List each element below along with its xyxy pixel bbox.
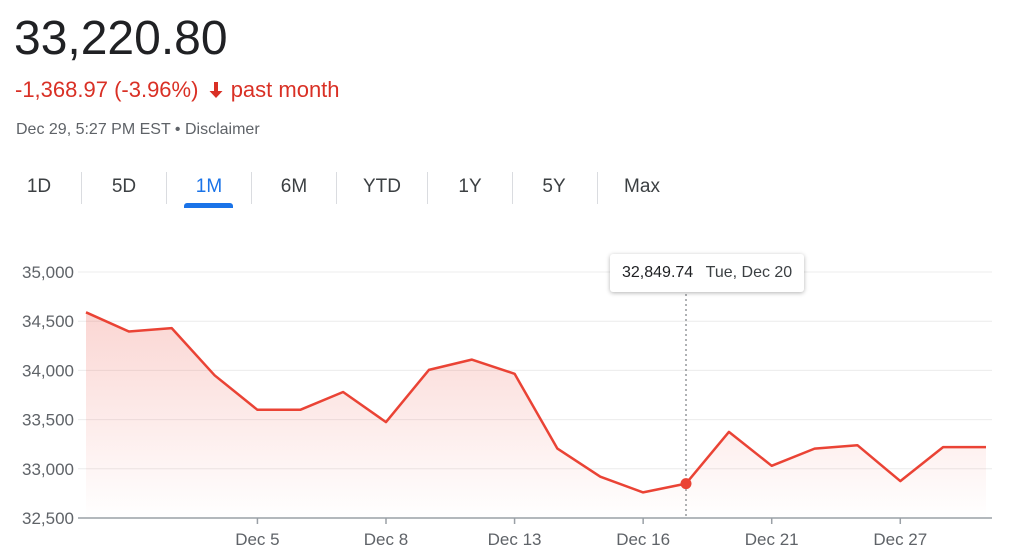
data-point: [898, 479, 902, 483]
tab-ytd[interactable]: YTD: [363, 176, 401, 197]
price-chart[interactable]: 35,000 34,500 34,000 33,500 33,000 32,500 Dec …: [0, 230, 1027, 558]
data-point: [727, 430, 731, 434]
arrow-down-icon: [209, 78, 223, 98]
tab-1m[interactable]: 1M: [195, 176, 223, 197]
tooltip-value: 32,849.74: [622, 264, 694, 281]
tooltip-date: Tue, Dec 20: [705, 264, 793, 281]
tab-divider: [597, 172, 598, 204]
data-point: [555, 447, 559, 451]
data-point: [84, 310, 88, 314]
tab-5d[interactable]: 5D: [111, 176, 137, 197]
disclaimer-link[interactable]: Disclaimer: [184, 121, 260, 138]
tab-divider: [166, 172, 167, 204]
data-point: [598, 475, 602, 479]
tab-1d[interactable]: 1D: [26, 176, 52, 197]
data-point: [384, 420, 388, 424]
tab-divider: [512, 172, 513, 204]
x-tick-label: Dec 27: [873, 530, 927, 549]
y-tick-label: 34,500: [22, 312, 74, 331]
tab-divider: [251, 172, 252, 204]
timestamp: Dec 29, 5:27 PM EST: [16, 121, 171, 138]
range-tabs: 1D 5D 1M 6M YTD 1Y 5Y Max: [0, 168, 700, 210]
data-point: [941, 445, 945, 449]
chart-tooltip: 32,849.74 Tue, Dec 20: [610, 254, 805, 292]
data-point: [770, 464, 774, 468]
active-tab-indicator: [184, 203, 233, 208]
x-tick-label: Dec 21: [745, 530, 799, 549]
timestamp-line: Dec 29, 5:27 PM EST • Disclaimer: [16, 120, 260, 140]
x-tick-label: Dec 8: [364, 530, 408, 549]
data-point: [855, 443, 859, 447]
highlighted-point: [680, 478, 692, 490]
data-point: [298, 408, 302, 412]
change-period: past month: [230, 77, 340, 102]
data-points: [84, 310, 988, 494]
tab-divider: [427, 172, 428, 204]
separator: •: [174, 121, 181, 138]
x-tick-label: Dec 13: [488, 530, 542, 549]
tab-max[interactable]: Max: [624, 176, 660, 197]
data-point: [513, 372, 517, 376]
data-point: [470, 358, 474, 362]
data-point: [341, 390, 345, 394]
x-tick-label: Dec 5: [235, 530, 279, 549]
tab-5y[interactable]: 5Y: [542, 176, 566, 197]
y-tick-label: 34,000: [22, 361, 74, 380]
data-point: [984, 445, 988, 449]
data-point: [641, 490, 645, 494]
data-point: [255, 408, 259, 412]
tab-6m[interactable]: 6M: [280, 176, 308, 197]
index-price: 33,220.80: [14, 12, 228, 65]
y-tick-label: 32,500: [22, 509, 74, 528]
y-tick-label: 33,000: [22, 460, 74, 479]
axes: 35,000 34,500 34,000 33,500 33,000 32,500 Dec …: [22, 263, 927, 549]
data-point: [170, 326, 174, 330]
tab-1y[interactable]: 1Y: [458, 176, 482, 197]
data-point: [127, 330, 131, 334]
area-fill: [86, 312, 986, 518]
series-line: [85, 311, 986, 494]
y-tick-label: 33,500: [22, 411, 74, 430]
y-tick-label: 35,000: [22, 263, 74, 282]
price-change: -1,368.97 (-3.96%) past month: [15, 76, 340, 104]
tab-divider: [336, 172, 337, 204]
x-tick-label: Dec 16: [616, 530, 670, 549]
data-point: [213, 373, 217, 377]
data-point: [427, 368, 431, 372]
data-point: [813, 447, 817, 451]
change-value: -1,368.97 (-3.96%): [15, 77, 199, 102]
tab-divider: [81, 172, 82, 204]
